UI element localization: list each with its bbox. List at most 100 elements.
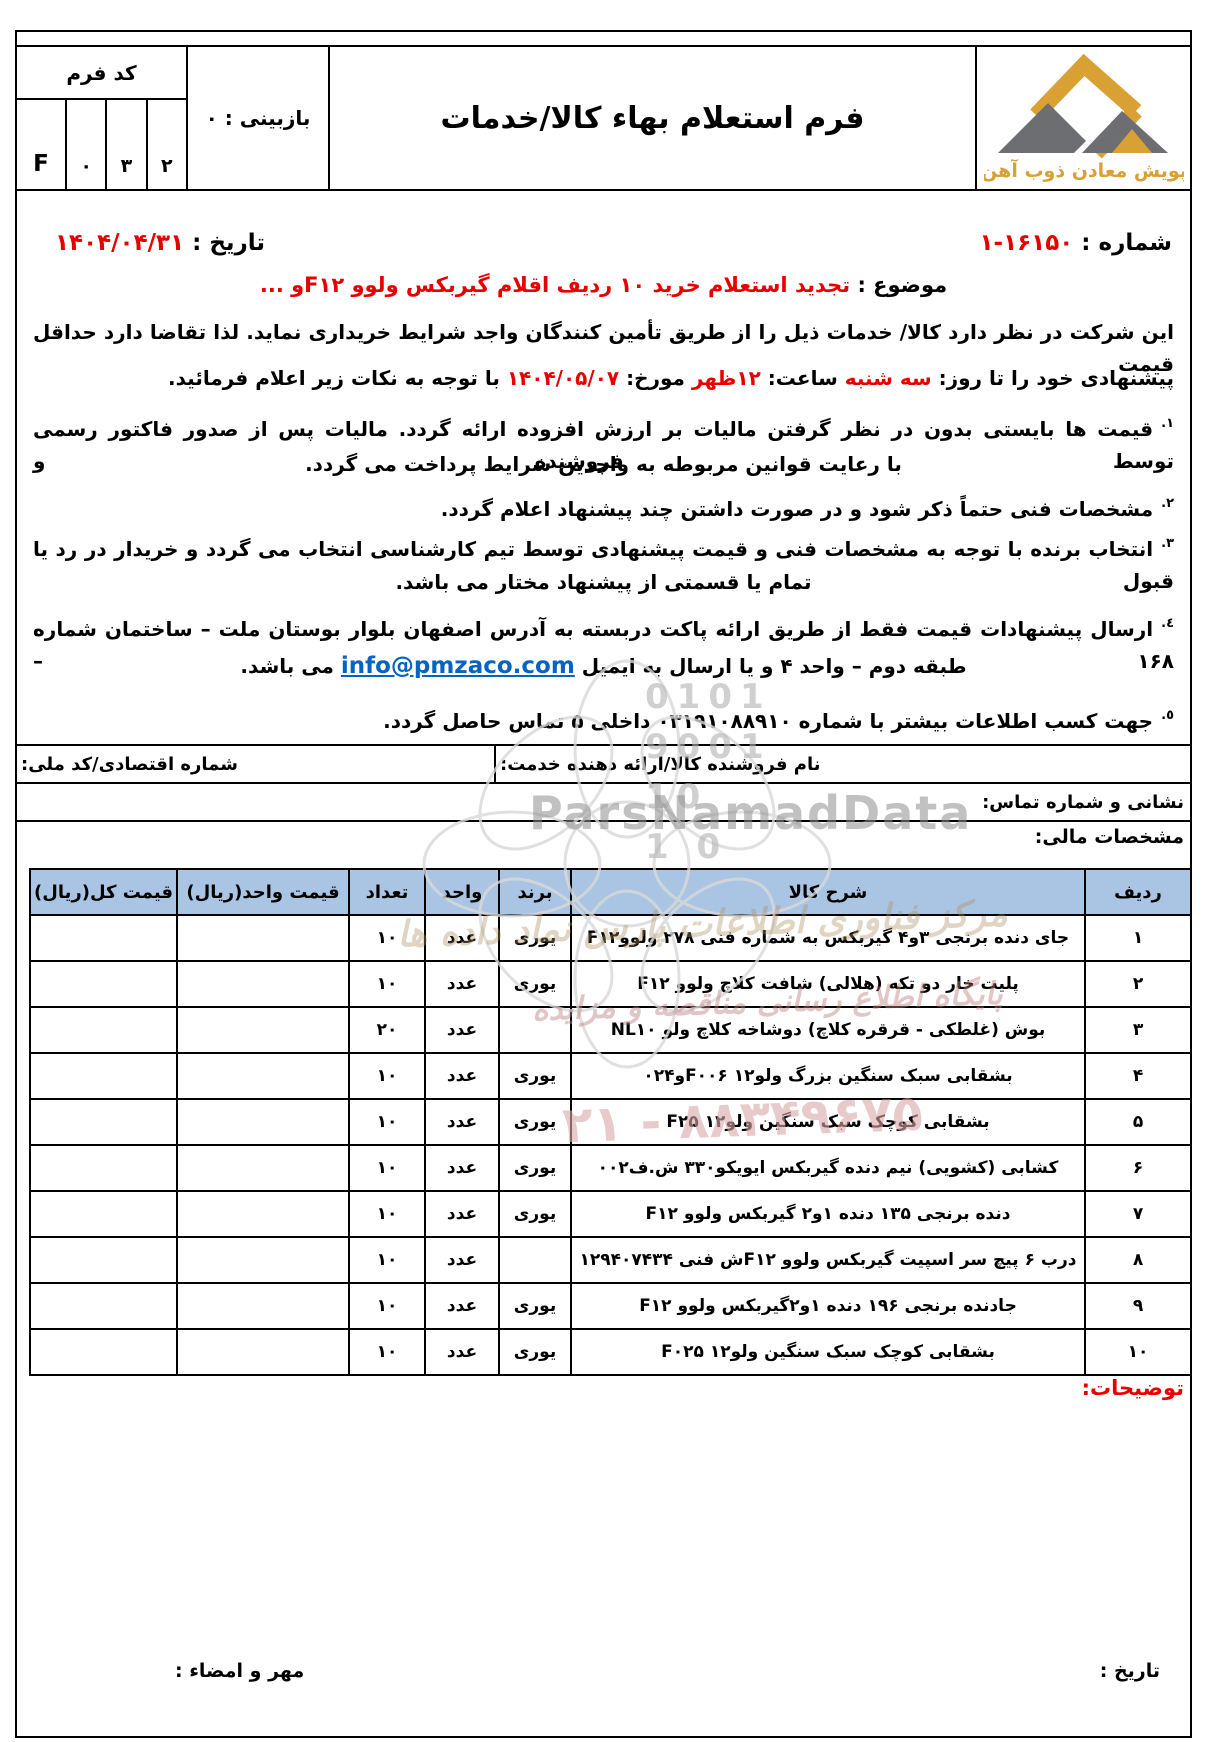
deadline-time: ۱۲ظهر	[691, 366, 761, 390]
company-logo: پویش معادن ذوب آهن	[977, 47, 1190, 189]
items-table-body: ۱ جای دنده برنجی ۳و۴ گیربکس به شماره فنی …	[31, 916, 1190, 1374]
number-label: شماره :	[1081, 230, 1172, 256]
items-table-header: ردیف شرح کالا برند واحد تعداد قیمت واحد(…	[31, 870, 1190, 916]
intro-line-1: این شرکت در نظر دارد کالا/ خدمات ذیل را …	[33, 320, 1174, 376]
item-unit: عدد	[426, 962, 500, 1006]
note-2-line-1: ٢. مشخصات فنی حتماً ذکر شود و در صورت داش…	[33, 488, 1174, 525]
row-number: ۷	[1132, 1204, 1144, 1224]
note-2-marker: ٢.	[1161, 496, 1174, 511]
item-quantity: ۱۰	[350, 962, 426, 1006]
table-row: ۴ بشقابی سبک سنگین بزرگ ولو۱۲ F۰۰۶و۰۲۴ یور…	[31, 1054, 1190, 1100]
item-total-price	[31, 916, 178, 960]
item-description: بشقابی کوچک سبک سنگین ولو۱۲ F۲۵	[572, 1100, 1086, 1144]
revision-label: بازبینی : ۰	[188, 47, 330, 189]
item-description: جای دنده برنجی ۳و۴ گیربکس به شماره فنی ۲…	[572, 916, 1086, 960]
row-number: ۶	[1132, 1158, 1144, 1178]
item-quantity: ۲۰	[350, 1008, 426, 1052]
note-5-text: جهت کسب اطلاعات بیشتر با شماره ۰۳۱۹۱۰۸۸۹…	[383, 709, 1154, 733]
vendor-address-cell: نشانی و شماره تماس:	[17, 784, 1190, 820]
table-row: ۲ پلیت خار دو تکه (هلالی) شافت کلاچ ولوو …	[31, 962, 1190, 1008]
note-4-email-suffix: می باشد.	[240, 654, 341, 678]
note-4-marker: ٤.	[1161, 616, 1174, 631]
item-description: بشقابی کوچک سبک سنگین ولو۱۲ F۰۲۵	[572, 1330, 1086, 1374]
item-brand: یوری	[500, 1100, 572, 1144]
item-total-price	[31, 1330, 178, 1374]
item-brand	[500, 1008, 572, 1052]
subject-label: موضوع :	[857, 273, 948, 297]
item-description: بشقابی سبک سنگین بزرگ ولو۱۲ F۰۰۶و۰۲۴	[572, 1054, 1086, 1098]
row-number: ۳	[1132, 1020, 1144, 1040]
item-total-price	[31, 962, 178, 1006]
item-brand: یوری	[500, 1330, 572, 1374]
row-number: ۱	[1132, 928, 1144, 948]
note-1-line-1: ١.قیمت ها بایستی بدون در نظر گرفتن مالیا…	[33, 408, 1174, 477]
form-code-cell: F	[33, 151, 49, 177]
header-row-number: ردیف	[1114, 881, 1162, 903]
table-row: ۱۰ بشقابی کوچک سبک سنگین ولو۱۲ F۰۲۵ یوری عد…	[31, 1330, 1190, 1374]
vendor-name-label: نام فروشنده کالا/ارائه دهنده خدمت:	[500, 753, 821, 775]
item-unit-price	[178, 1054, 350, 1098]
subject-line: موضوع : تجدید استعلام خرید ۱۰ ردیف اقلام…	[17, 273, 1190, 297]
intro-line-2: پیشنهادی خود را تا روز: سه شنبه ساعت: ۱۲…	[33, 362, 1174, 394]
item-total-price	[31, 1054, 178, 1098]
item-total-price	[31, 1192, 178, 1236]
header-unit: واحد	[426, 870, 500, 914]
item-unit-price	[178, 1146, 350, 1190]
table-row: ۱ جای دنده برنجی ۳و۴ گیربکس به شماره فنی …	[31, 916, 1190, 962]
note-4-email-prefix: طبقه دوم – واحد ۴ و یا ارسال به ایمیل	[574, 654, 967, 678]
item-total-price	[31, 1100, 178, 1144]
note-1-line-2: با رعایت قوانین مربوطه به واجدین شرایط پ…	[305, 452, 902, 476]
header-brand: برند	[500, 870, 572, 914]
item-unit-price	[178, 1284, 350, 1328]
item-unit-price	[178, 1008, 350, 1052]
note-5-line-1: ٥. جهت کسب اطلاعات بیشتر با شماره ۰۳۱۹۱۰۸…	[33, 700, 1174, 737]
item-unit: عدد	[426, 1100, 500, 1144]
table-row: ۸ درب ۶ پیچ سر اسپیت گیربکس ولوو F۱۲ش فنی…	[31, 1238, 1190, 1284]
item-quantity: ۱۰	[350, 1192, 426, 1236]
item-brand: یوری	[500, 1054, 572, 1098]
vendor-economic-label: شماره اقتصادی/کد ملی:	[21, 753, 238, 775]
row-number: ۵	[1132, 1112, 1144, 1132]
note-3-marker: ٣.	[1161, 536, 1174, 551]
note-1-marker: ١.	[1161, 416, 1174, 431]
item-unit: عدد	[426, 1330, 500, 1374]
form-code-cell: ۰	[64, 100, 105, 189]
item-unit-price	[178, 916, 350, 960]
vendor-name-cell: نام فروشنده کالا/ارائه دهنده خدمت:	[496, 746, 1190, 782]
table-row: ۵ بشقابی کوچک سبک سنگین ولو۱۲ F۲۵ یوری عدد ۱…	[31, 1100, 1190, 1146]
note-3-line-1: ٣.انتخاب برنده با توجه به مشخصات فنی و ق…	[33, 528, 1174, 597]
vendor-economic-cell: شماره اقتصادی/کد ملی:	[17, 746, 496, 782]
table-row: ۳ بوش (غلطکی - قرقره کلاچ) دوشاخه کلاچ ول…	[31, 1008, 1190, 1054]
note-4-line-1: ٤.ارسال پیشنهادات قیمت فقط از طریق ارائه…	[33, 608, 1174, 677]
item-total-price	[31, 1284, 178, 1328]
table-row: ۷ دنده برنجی ۱۳۵ دنده ۱و۲ گیربکس ولوو F۱۲…	[31, 1192, 1190, 1238]
item-description: جادنده برنجی ۱۹۶ دنده ۱و۲گیربکس ولوو F۱۲	[572, 1284, 1086, 1328]
item-total-price	[31, 1008, 178, 1052]
table-row: ۶ کشابی (کشویی) نیم دنده گیربکس ایویکو۳۳۰…	[31, 1146, 1190, 1192]
header-quantity: تعداد	[350, 870, 426, 914]
item-description: کشابی (کشویی) نیم دنده گیربکس ایویکو۳۳۰ …	[572, 1146, 1086, 1190]
item-description: بوش (غلطکی - قرقره کلاچ) دوشاخه کلاچ ولو…	[572, 1008, 1086, 1052]
item-unit: عدد	[426, 1008, 500, 1052]
header-total-price: قیمت کل(ریال)	[31, 870, 178, 914]
item-brand: یوری	[500, 1284, 572, 1328]
item-unit: عدد	[426, 1284, 500, 1328]
item-description: دنده برنجی ۱۳۵ دنده ۱و۲ گیربکس ولوو F۱۲	[572, 1192, 1086, 1236]
intro-line2-text: با توجه به نکات زیر اعلام فرمائید.	[168, 366, 507, 390]
note-1-text: قیمت ها بایستی بدون در نظر گرفتن مالیات …	[33, 417, 1174, 473]
svg-text:پویش معادن ذوب آهن: پویش معادن ذوب آهن	[984, 158, 1184, 182]
date-value: ۱۴۰۴/۰۴/۳۱	[55, 230, 185, 256]
footer-date-label: تاریخ :	[1099, 1660, 1160, 1682]
item-unit-price	[178, 1100, 350, 1144]
intro-line2-text: پیشنهادی خود را تا روز:	[931, 366, 1174, 390]
item-unit-price	[178, 1192, 350, 1236]
item-brand: یوری	[500, 1192, 572, 1236]
form-code-cell: ۲	[145, 100, 186, 189]
email-link[interactable]: info@pmzaco.com	[340, 653, 575, 679]
item-brand: یوری	[500, 1146, 572, 1190]
note-4-text: ارسال پیشنهادات قیمت فقط از طریق ارائه پ…	[33, 617, 1174, 673]
document-number: شماره : ۱-۱۶۱۵۰	[980, 230, 1173, 256]
item-total-price	[31, 1146, 178, 1190]
